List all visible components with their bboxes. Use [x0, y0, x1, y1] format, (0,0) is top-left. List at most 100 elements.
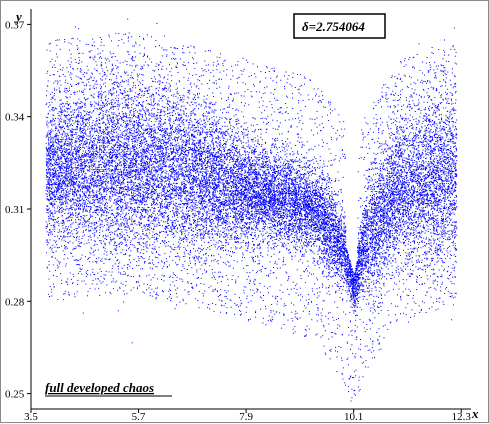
scatter-point: [73, 152, 75, 154]
scatter-point: [198, 224, 200, 226]
scatter-point: [313, 207, 315, 208]
scatter-point: [258, 222, 260, 224]
scatter-point: [361, 129, 363, 131]
scatter-point: [272, 272, 274, 274]
scatter-point: [104, 209, 106, 211]
scatter-point: [52, 165, 54, 166]
scatter-point: [282, 243, 284, 245]
scatter-point: [426, 121, 427, 122]
scatter-point: [241, 125, 243, 127]
scatter-point: [162, 110, 164, 112]
scatter-point: [233, 191, 234, 192]
scatter-point: [322, 220, 324, 222]
scatter-point: [149, 229, 151, 231]
scatter-point: [245, 188, 246, 190]
scatter-point: [360, 241, 362, 242]
scatter-point: [146, 172, 148, 174]
scatter-point: [334, 201, 336, 203]
scatter-point: [160, 165, 162, 167]
scatter-point: [365, 267, 367, 269]
scatter-point: [293, 198, 295, 199]
scatter-point: [204, 263, 206, 265]
scatter-point: [380, 197, 382, 199]
scatter-point: [156, 63, 158, 65]
scatter-point: [58, 126, 60, 128]
scatter-point: [424, 188, 426, 190]
scatter-point: [118, 187, 120, 188]
scatter-point: [351, 278, 353, 280]
scatter-point: [147, 157, 149, 159]
scatter-point: [341, 128, 343, 130]
scatter-point: [247, 218, 249, 220]
scatter-point: [258, 170, 260, 172]
scatter-point: [45, 160, 47, 162]
scatter-point: [169, 124, 171, 126]
scatter-point: [379, 202, 381, 204]
scatter-point: [117, 169, 119, 171]
scatter-point: [128, 135, 130, 137]
scatter-point: [293, 179, 295, 181]
scatter-point: [268, 196, 270, 198]
scatter-point: [270, 235, 271, 236]
scatter-point: [176, 276, 178, 278]
scatter-point: [296, 231, 298, 233]
scatter-point: [241, 158, 243, 160]
scatter-point: [405, 124, 407, 126]
scatter-point: [102, 212, 104, 214]
scatter-point: [368, 285, 370, 287]
scatter-point: [78, 184, 80, 186]
scatter-point: [280, 212, 282, 214]
scatter-point: [127, 144, 129, 146]
scatter-point: [102, 152, 104, 154]
scatter-point: [268, 244, 270, 246]
scatter-point: [399, 99, 401, 101]
scatter-point: [233, 172, 235, 174]
scatter-point: [306, 184, 308, 186]
scatter-point: [366, 213, 368, 215]
scatter-point: [155, 132, 157, 134]
scatter-point: [214, 159, 216, 161]
scatter-point: [323, 223, 325, 225]
scatter-point: [245, 249, 247, 251]
scatter-point: [386, 121, 388, 123]
scatter-point: [346, 251, 348, 252]
scatter-point: [455, 222, 457, 224]
scatter-point: [393, 236, 395, 238]
scatter-point: [126, 160, 128, 162]
scatter-point: [444, 224, 446, 226]
scatter-point: [189, 207, 191, 209]
scatter-point: [74, 174, 76, 176]
scatter-point: [102, 156, 104, 158]
scatter-point: [258, 129, 259, 131]
scatter-point: [49, 189, 51, 191]
scatter-point: [383, 168, 384, 170]
scatter-point: [93, 254, 95, 256]
scatter-point: [353, 274, 355, 276]
scatter-point: [339, 236, 341, 238]
scatter-point: [155, 298, 157, 300]
scatter-point: [189, 138, 191, 140]
scatter-point: [244, 257, 246, 259]
scatter-point: [445, 91, 447, 93]
scatter-point: [242, 233, 244, 235]
scatter-point: [290, 172, 292, 174]
scatter-point: [63, 183, 65, 185]
scatter-point: [155, 143, 157, 145]
scatter-point: [190, 159, 192, 161]
scatter-point: [117, 150, 119, 152]
scatter-point: [192, 182, 194, 184]
scatter-point: [253, 249, 255, 250]
scatter-point: [357, 247, 359, 249]
scatter-point: [260, 247, 262, 249]
scatter-point: [149, 192, 151, 194]
scatter-point: [453, 270, 455, 272]
scatter-point: [136, 155, 138, 157]
scatter-point: [61, 211, 63, 213]
scatter-point: [283, 209, 285, 211]
scatter-point: [250, 174, 252, 176]
scatter-point: [166, 266, 168, 268]
scatter-point: [138, 233, 140, 235]
scatter-point: [88, 138, 90, 140]
scatter-point: [141, 153, 143, 155]
scatter-point: [342, 251, 343, 253]
